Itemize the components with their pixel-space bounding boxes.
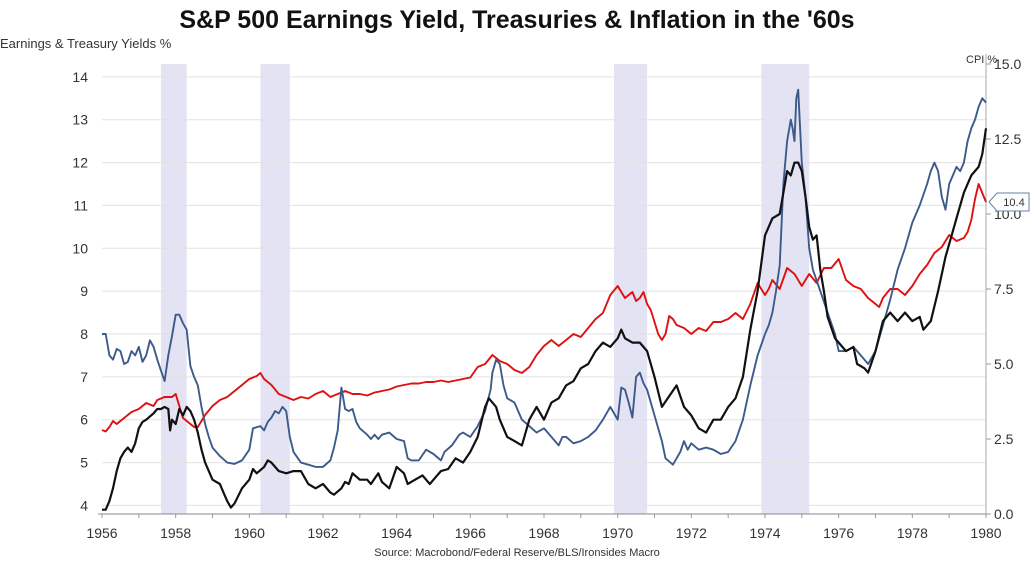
x-tick-label: 1964 bbox=[381, 525, 412, 541]
source-note: Source: Macrobond/Federal Reserve/BLS/Ir… bbox=[374, 547, 660, 559]
recession-band-1 bbox=[260, 64, 290, 514]
left-tick-label: 14 bbox=[72, 69, 88, 85]
recession-band-0 bbox=[160, 64, 187, 514]
x-tick-label: 1972 bbox=[676, 525, 707, 541]
callout-box bbox=[988, 192, 1030, 212]
left-tick-label: 6 bbox=[80, 412, 88, 428]
recession-bands bbox=[160, 64, 810, 514]
series-lines bbox=[101, 88, 988, 511]
gridlines bbox=[102, 76, 986, 506]
right-tick-label: 2.5 bbox=[994, 431, 1014, 447]
axes: 45678910111213140.02.55.07.510.012.515.0… bbox=[72, 54, 1021, 541]
x-tick-label: 1978 bbox=[897, 525, 928, 541]
left-tick-label: 5 bbox=[80, 455, 88, 471]
chart-title: S&P 500 Earnings Yield, Treasuries & Inf… bbox=[179, 6, 855, 34]
x-tick-label: 1958 bbox=[160, 525, 191, 541]
x-tick-label: 1974 bbox=[749, 525, 780, 541]
left-tick-label: 12 bbox=[72, 155, 88, 171]
x-tick-label: 1980 bbox=[970, 525, 1001, 541]
last-value-callout: 10.4 bbox=[988, 192, 1030, 212]
right-tick-label: 15.0 bbox=[994, 56, 1021, 72]
left-tick-label: 9 bbox=[80, 283, 88, 299]
x-tick-label: 1968 bbox=[528, 525, 559, 541]
cpi-line bbox=[101, 183, 987, 433]
left-tick-label: 11 bbox=[73, 197, 88, 213]
right-tick-label: 0.0 bbox=[994, 506, 1014, 522]
left-tick-label: 4 bbox=[80, 497, 88, 513]
right-tick-label: 12.5 bbox=[994, 131, 1021, 147]
right-tick-label: 5.0 bbox=[994, 356, 1014, 372]
x-tick-label: 1962 bbox=[307, 525, 338, 541]
right-axis-label: CPI % bbox=[966, 54, 998, 66]
treasury-line bbox=[102, 128, 988, 511]
x-tick-label: 1970 bbox=[602, 525, 633, 541]
x-tick-label: 1966 bbox=[455, 525, 486, 541]
x-tick-label: 1956 bbox=[86, 525, 117, 541]
left-tick-label: 7 bbox=[80, 369, 88, 385]
right-tick-label: 7.5 bbox=[994, 281, 1014, 297]
earnings-yield-line bbox=[102, 88, 987, 468]
x-tick-label: 1976 bbox=[823, 525, 854, 541]
callout-value: 10.4 bbox=[1003, 197, 1024, 209]
left-tick-label: 13 bbox=[72, 112, 88, 128]
left-tick-label: 8 bbox=[80, 326, 88, 342]
left-tick-label: 10 bbox=[72, 240, 88, 256]
x-tick-label: 1960 bbox=[234, 525, 265, 541]
left-axis-label: Earnings & Treasury Yields % bbox=[0, 36, 172, 51]
